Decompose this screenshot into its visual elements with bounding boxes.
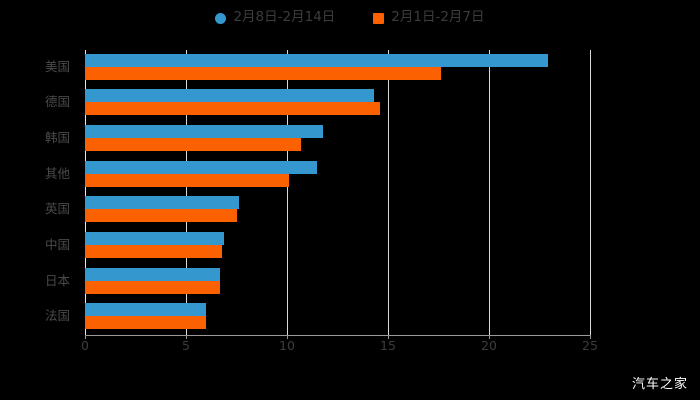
y-axis-label: 中国 xyxy=(44,236,70,252)
gridline xyxy=(287,50,288,335)
x-axis-tick-label: 20 xyxy=(481,338,497,353)
bar-series-1[interactable] xyxy=(85,89,374,103)
gridline xyxy=(85,50,86,335)
x-axis-tick xyxy=(489,335,490,339)
x-axis-tick xyxy=(590,335,591,339)
x-axis-tick xyxy=(388,335,389,339)
legend-label-series-1: 2月8日-2月14日 xyxy=(233,9,336,26)
x-axis-tick-label: 15 xyxy=(380,338,396,353)
y-axis-label: 英国 xyxy=(44,201,70,217)
y-axis-labels: 美国德国韩国其他英国中国日本法国 xyxy=(0,50,78,335)
x-axis-tick xyxy=(287,335,288,339)
bar-group xyxy=(85,267,590,294)
bar-series-1[interactable] xyxy=(85,267,221,281)
watermark: 汽车之家 xyxy=(631,377,688,392)
bar-group xyxy=(85,303,590,330)
legend-item-series-2[interactable]: 2月1日-2月7日 xyxy=(373,9,485,26)
y-axis-label: 韩国 xyxy=(44,130,70,146)
y-axis-label: 美国 xyxy=(44,58,70,74)
bar-series-1[interactable] xyxy=(85,196,239,210)
bar-group xyxy=(85,53,590,80)
bar-series-2[interactable] xyxy=(85,316,207,330)
square-marker-icon xyxy=(373,12,385,24)
bar-series-2[interactable] xyxy=(85,102,380,116)
x-axis-tick xyxy=(85,335,86,339)
x-axis-tick-label: 10 xyxy=(279,338,295,353)
y-axis-label: 其他 xyxy=(44,165,70,181)
bar-series-2[interactable] xyxy=(85,173,290,187)
plot-area xyxy=(85,50,591,335)
legend-label-series-2: 2月1日-2月7日 xyxy=(391,9,485,26)
bar-group xyxy=(85,160,590,187)
bar-series-1[interactable] xyxy=(85,125,324,139)
bar-series-2[interactable] xyxy=(85,209,237,223)
x-axis-tick xyxy=(186,335,187,339)
x-axis-tick-label: 0 xyxy=(81,338,89,353)
y-axis-label: 法国 xyxy=(44,308,70,324)
bar-group xyxy=(85,231,590,258)
bar-series-2[interactable] xyxy=(85,244,223,258)
bar-series-2[interactable] xyxy=(85,138,302,152)
circle-marker-icon xyxy=(215,12,227,24)
bar-series-1[interactable] xyxy=(85,303,207,317)
bar-series-1[interactable] xyxy=(85,53,548,67)
bar-group xyxy=(85,196,590,223)
gridline xyxy=(186,50,187,335)
bar-series-2[interactable] xyxy=(85,280,221,294)
x-axis-line xyxy=(85,335,591,336)
gridline xyxy=(388,50,389,335)
bar-series-1[interactable] xyxy=(85,160,318,174)
y-axis-label: 德国 xyxy=(44,94,70,110)
bar-group xyxy=(85,89,590,116)
y-axis-label: 日本 xyxy=(44,272,70,288)
bar-group xyxy=(85,125,590,152)
chart-legend: 2月8日-2月14日 2月1日-2月7日 xyxy=(0,6,700,30)
bar-series-2[interactable] xyxy=(85,66,441,80)
legend-item-series-1[interactable]: 2月8日-2月14日 xyxy=(215,11,335,25)
x-axis-tick-label: 25 xyxy=(582,338,598,353)
gridline xyxy=(590,50,591,335)
gridline xyxy=(489,50,490,335)
bar-series-1[interactable] xyxy=(85,231,225,245)
x-axis-tick-label: 5 xyxy=(182,338,190,353)
